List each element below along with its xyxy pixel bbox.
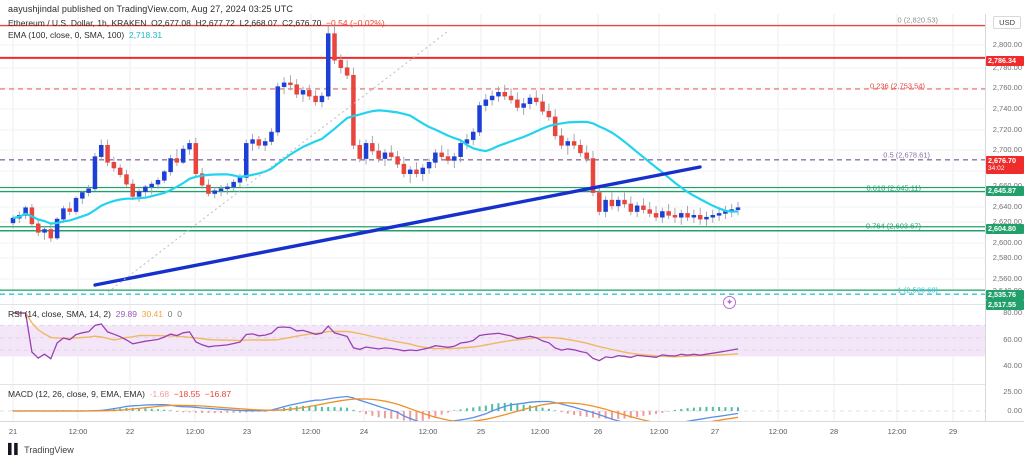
fib-level-label: 0.618 (2,645.11) (866, 183, 922, 193)
fib-level-label: 0 (2,820.53) (897, 15, 938, 25)
rsi-name: RSI (14, close, SMA, 14, 2) (8, 309, 111, 319)
price-axis-tick: 2,780.00 (992, 63, 1022, 72)
time-axis-tick: 12:00 (768, 427, 788, 436)
macd-name: MACD (12, 26, close, 9, EMA, EMA) (8, 389, 145, 399)
price-pane[interactable] (0, 14, 985, 304)
time-axis[interactable]: 21 12:00 22 12:00 23 12:00 24 12:00 25 12:00 26 12:… (0, 421, 1024, 440)
pane-divider-rsi (0, 304, 985, 305)
price-axis-tick: 2,800.00 (992, 40, 1022, 49)
rsi-sma-value: 30.41 (141, 309, 164, 319)
price-axis-badge: 2,604.80 (986, 224, 1024, 234)
fib-level-label: 0.5 (2,678.61) (883, 150, 930, 160)
rsi-value: 29.89 (115, 309, 137, 319)
rsi-extra-1: 0 (167, 309, 173, 319)
price-axis-tick: 2,700.00 (992, 145, 1022, 154)
price-axis-tick: 2,580.00 (992, 253, 1022, 262)
price-axis-badge: 2,535.76 (986, 290, 1024, 300)
price-axis-tick: 2,720.00 (992, 125, 1022, 134)
fib-level-label: 1 (2,536.68) (897, 285, 938, 295)
indicator-axis-tick: 25.00 (1003, 387, 1022, 396)
open-value: O2,677.08 (151, 18, 191, 28)
time-axis-tick: 21 (8, 427, 18, 436)
price-axis-tick: 2,660.00 (993, 182, 1022, 190)
indicator-axis-tick: 0.00 (1007, 406, 1022, 415)
badge-countdown: 34:02 (988, 165, 1005, 172)
time-axis-tick: 24 (359, 427, 369, 436)
tradingview-logo[interactable]: ▌▌ TradingView (8, 444, 74, 455)
indicator-axis-tick: 60.00 (1003, 335, 1022, 344)
macd-hist-value: -1.68 (149, 389, 170, 399)
fib-level-label: 0.764 (2,603.67) (865, 221, 921, 231)
close-value: C2,676.70 (282, 18, 322, 28)
time-axis-tick: 29 (948, 427, 958, 436)
time-axis-tick: 12:00 (418, 427, 438, 436)
indicator-axis-tick: 80.00 (1003, 308, 1022, 317)
price-axis-tick: 2,640.00 (992, 202, 1022, 211)
price-axis-tick: 2,620.00 (992, 217, 1022, 226)
attribution-text: aayushjindal published on TradingView.co… (8, 4, 294, 14)
pane-divider-macd (0, 384, 985, 385)
fib-anchor-icon[interactable]: ✦ (723, 296, 736, 309)
price-axis-badge: 2,517.55 (986, 300, 1024, 310)
ema-name: EMA (100, close, 0, SMA, 100) (8, 30, 125, 40)
price-axis-tick: 2,600.00 (992, 238, 1022, 247)
macd-legend[interactable]: MACD (12, 26, close, 9, EMA, EMA) -1.68 … (8, 389, 231, 399)
currency-chip[interactable]: USD (993, 16, 1021, 29)
macd-line-value: −18.55 (173, 389, 201, 399)
rsi-pane[interactable] (0, 305, 985, 383)
tradingview-mark: ▌▌ (8, 444, 21, 455)
time-axis-tick: 26 (593, 427, 603, 436)
price-plot (0, 14, 985, 304)
price-axis-tick: 2,760.00 (992, 83, 1022, 92)
price-axis-badge: 2,645.87 (986, 186, 1024, 196)
symbol-legend[interactable]: Ethereum / U.S. Dollar, 1h, KRAKEN O2,67… (8, 18, 385, 28)
time-axis-tick: 22 (125, 427, 135, 436)
ema-value: 2,718.31 (128, 30, 163, 40)
price-axis-tick: 2,740.00 (992, 104, 1022, 113)
time-axis-tick: 25 (476, 427, 486, 436)
price-axis-badge: 2,676.70 34:02 (986, 156, 1024, 174)
macd-pane[interactable] (0, 385, 985, 421)
low-value: L2,668.07 (239, 18, 278, 28)
time-axis-tick: 28 (829, 427, 839, 436)
time-axis-tick: 12:00 (185, 427, 205, 436)
tradingview-name: TradingView (24, 444, 74, 455)
time-axis-tick: 27 (710, 427, 720, 436)
indicator-axis-tick: 40.00 (1003, 361, 1022, 370)
price-axis-badge: 2,786.34 (986, 56, 1024, 66)
symbol-title: Ethereum / U.S. Dollar, 1h, KRAKEN (8, 18, 147, 28)
macd-plot (0, 385, 985, 421)
time-axis-tick: 12:00 (887, 427, 907, 436)
time-axis-tick: 12:00 (530, 427, 550, 436)
time-axis-tick: 12:00 (301, 427, 321, 436)
time-axis-tick: 23 (242, 427, 252, 436)
time-axis-tick: 12:00 (649, 427, 669, 436)
price-axis-tick: 2,560.00 (992, 274, 1022, 283)
rsi-plot (0, 305, 985, 383)
macd-signal-value: −16.87 (204, 389, 232, 399)
price-axis[interactable]: USD 2,800.00 2,780.00 2,760.00 2,740.00 2,72… (985, 14, 1024, 421)
rsi-legend[interactable]: RSI (14, close, SMA, 14, 2) 29.89 30.41 … (8, 309, 182, 319)
change-value: −0.54 (−0.02%) (326, 18, 385, 28)
fib-level-label: 0.236 (2,753.54) (869, 81, 925, 91)
fib-anchor-glyph: ✦ (725, 297, 734, 307)
time-axis-tick: 12:00 (68, 427, 88, 436)
rsi-extra-2: 0 (177, 309, 182, 319)
ema-legend[interactable]: EMA (100, close, 0, SMA, 100) 2,718.31 (8, 30, 162, 40)
high-value: H2,677.72 (195, 18, 235, 28)
